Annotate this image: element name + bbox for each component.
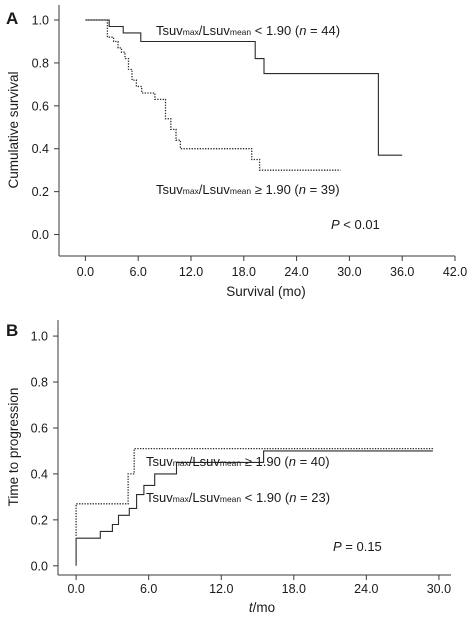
panel-a-x-tick-label: 24.0: [284, 265, 308, 279]
panel-a-y-tick-label: 0.4: [32, 142, 49, 156]
panel-b-series-1-label: Tsuvmax/Lsuvmean ≥ 1.90 (n = 40): [146, 454, 330, 469]
panel-b-y-tick-label: 0.0: [31, 559, 48, 573]
panel-b-y-tick-label: 1.0: [31, 330, 48, 344]
panel-a-x-tick-label: 42.0: [443, 265, 467, 279]
panel-b-series-2-curve: [75, 450, 433, 566]
panel-b-x-axis-title: t/mo: [249, 600, 275, 615]
panel-b-x-tick-label: 18.0: [282, 582, 306, 596]
panel-b-x-tick-label: 12.0: [209, 582, 233, 596]
panel-a-x-axis-title: Survival (mo): [226, 284, 306, 299]
panel-a-series: [85, 19, 403, 171]
panel-a-x-tick-label: 36.0: [390, 265, 414, 279]
panel-a-x-tick-label: 6.0: [130, 265, 147, 279]
panel-b-y-tick-label: 0.4: [31, 467, 48, 481]
panel-a-x-tick-label: 30.0: [337, 265, 361, 279]
panel-a-y-tick-label: 0.0: [32, 228, 49, 242]
panel-b-x-tick-label: 0.0: [67, 582, 84, 596]
panel-b-y-tick-label: 0.6: [31, 421, 48, 435]
panel-a-series-2-curve: [85, 19, 341, 171]
panel-b-series-2-label: Tsuvmax/Lsuvmean < 1.90 (n = 23): [146, 490, 330, 505]
panel-a-letter: A: [6, 9, 18, 28]
panel-b-x-tick-label: 6.0: [140, 582, 157, 596]
panel-a-y-tick-label: 0.2: [32, 185, 49, 199]
panel-a-p-value: P < 0.01: [331, 217, 380, 232]
panel-a-y-tick-label: 1.0: [32, 14, 49, 28]
panel-a-y-axis-title: Cumulative survival: [6, 71, 21, 188]
panel-a-ticks: 0.0 6.0 12.0 18.0 24.0 30.0 36.0 42.0 0.0 0.2 0.4 0…: [32, 14, 468, 279]
panel-b-series-1-curve: [75, 447, 433, 536]
panel-a-gridless-axes: [58, 5, 455, 257]
panel-a-y-tick-label: 0.6: [32, 99, 49, 113]
panel-a-x-tick-label: 0.0: [77, 265, 94, 279]
panel-b-y-tick-label: 0.2: [31, 513, 48, 527]
panel-b: B 0.0 6.0 12.0 18.0 24.0 30.0 0.0 0.2 0.4 0.6 0.8 1…: [6, 320, 451, 615]
panel-b-ticks: 0.0 6.0 12.0 18.0 24.0 30.0 0.0 0.2 0.4 0.6 0.8 1.0: [31, 330, 452, 596]
panel-a-y-tick-label: 0.8: [32, 56, 49, 70]
panel-a-series-2-label: Tsuvmax/Lsuvmean ≥ 1.90 (n = 39): [156, 182, 340, 197]
panel-a-series-1-label: Tsuvmax/Lsuvmean < 1.90 (n = 44): [156, 23, 340, 38]
panel-b-x-tick-label: 30.0: [427, 582, 451, 596]
panel-b-x-tick-label: 24.0: [354, 582, 378, 596]
panel-a: A 0.0 6.0 12.0 18.0 24.0 30.0 36.0 42.00.00.20.…: [6, 5, 467, 299]
panel-a-series-1-curve: [85, 19, 403, 156]
panel-b-y-tick-label: 0.8: [31, 376, 48, 390]
panel-a-x-tick-label: 18.0: [232, 265, 256, 279]
panel-b-y-axis-title: Time to progression: [6, 388, 21, 507]
panel-b-p-value: P = 0.15: [333, 539, 382, 554]
panel-b-axes: [57, 320, 451, 576]
panel-b-letter: B: [6, 321, 18, 340]
panel-a-x-tick-label: 12.0: [179, 265, 203, 279]
panel-b-series: [75, 447, 433, 566]
